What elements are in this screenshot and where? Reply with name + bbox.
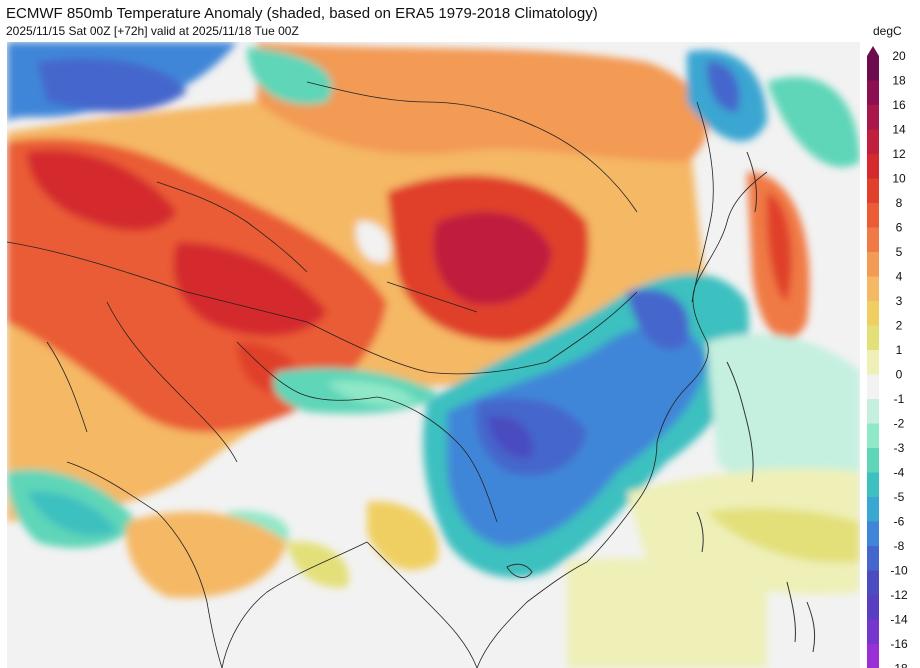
colorbar-tick-label: -16 — [890, 637, 908, 651]
colorbar-swatch — [867, 80, 879, 105]
colorbar-swatch — [867, 521, 879, 546]
colorbar-swatch — [867, 178, 879, 203]
colorbar-tick-label: 2 — [896, 319, 903, 333]
colorbar-tick-label: -12 — [890, 588, 908, 602]
colorbar-swatch — [867, 276, 879, 301]
colorbar-tick-label: 1 — [896, 343, 903, 357]
temperature-anomaly-map — [7, 42, 860, 668]
header: ECMWF 850mb Temperature Anomaly (shaded,… — [0, 0, 920, 42]
colorbar-swatch — [867, 227, 879, 252]
colorbar-swatch — [867, 423, 879, 448]
colorbar-swatch — [867, 129, 879, 154]
colorbar-tick-label: 16 — [892, 98, 906, 112]
colorbar-tick-label: -4 — [894, 466, 905, 480]
coastlines-borders — [7, 81, 768, 668]
colorbar-swatch — [867, 448, 879, 473]
colorbar-tick-label: -8 — [894, 539, 905, 553]
colorbar-tick-label: 10 — [892, 172, 906, 186]
colorbar-swatch — [867, 644, 879, 668]
colorbar-swatch — [867, 56, 879, 81]
colorbar-swatch — [867, 570, 879, 595]
colorbar-swatch — [867, 252, 879, 277]
colorbar-tick-label: 0 — [896, 368, 903, 382]
colorbar-tick-label: 14 — [892, 123, 906, 137]
colorbar-swatch — [867, 105, 879, 130]
colorbar-tick-label: 6 — [896, 221, 903, 235]
colorbar-tick-label: -2 — [894, 417, 905, 431]
colorbar-swatch — [867, 546, 879, 571]
colorbar-tick-label: 20 — [892, 49, 906, 63]
colorbar-swatch — [867, 374, 879, 399]
colorbar-unit: degC — [873, 24, 902, 38]
colorbar-tick-label: -5 — [894, 490, 905, 504]
colorbar-cap — [867, 46, 879, 56]
colorbar-swatch — [867, 472, 879, 497]
colorbar-tick-label: 5 — [896, 245, 903, 259]
colorbar-tick-label: 4 — [896, 270, 903, 284]
colorbar-tick-label: -6 — [894, 515, 905, 529]
colorbar-swatch — [867, 497, 879, 522]
colorbar-tick-label: -14 — [890, 613, 908, 627]
colorbar-tick-label: 18 — [892, 74, 906, 88]
colorbar-tick-label: 8 — [896, 196, 903, 210]
colorbar-swatch — [867, 399, 879, 424]
map-title: ECMWF 850mb Temperature Anomaly (shaded,… — [6, 5, 598, 22]
colorbar-swatch — [867, 619, 879, 644]
colorbar-swatch — [867, 301, 879, 326]
colorbar-tick-label: 12 — [892, 147, 906, 161]
colorbar-svg: 20181614121086543210-1-2-3-4-5-6-8-10-12… — [867, 46, 908, 668]
anomaly-shading — [7, 42, 860, 668]
colorbar-tick-label: -10 — [890, 564, 908, 578]
colorbar-tick-label: -3 — [894, 441, 905, 455]
colorbar-swatch — [867, 350, 879, 375]
colorbar-tick-label: 3 — [896, 294, 903, 308]
map-canvas — [7, 42, 860, 668]
colorbar-swatch — [867, 154, 879, 179]
colorbar-tick-label: -18 — [890, 662, 908, 668]
colorbar-swatch — [867, 325, 879, 350]
colorbar: 20 18 16 14 12 10 8 6 5 4 3 2 1 0 -1 -2 -3 -4 -5 -6 -8 -10 -12… — [860, 22, 920, 668]
colorbar-swatch — [867, 203, 879, 228]
islands-outline — [506, 151, 816, 653]
colorbar-tick-label: -1 — [894, 392, 905, 406]
colorbar-swatch — [867, 595, 879, 620]
map-subtitle: 2025/11/15 Sat 00Z [+72h] valid at 2025/… — [6, 24, 299, 38]
